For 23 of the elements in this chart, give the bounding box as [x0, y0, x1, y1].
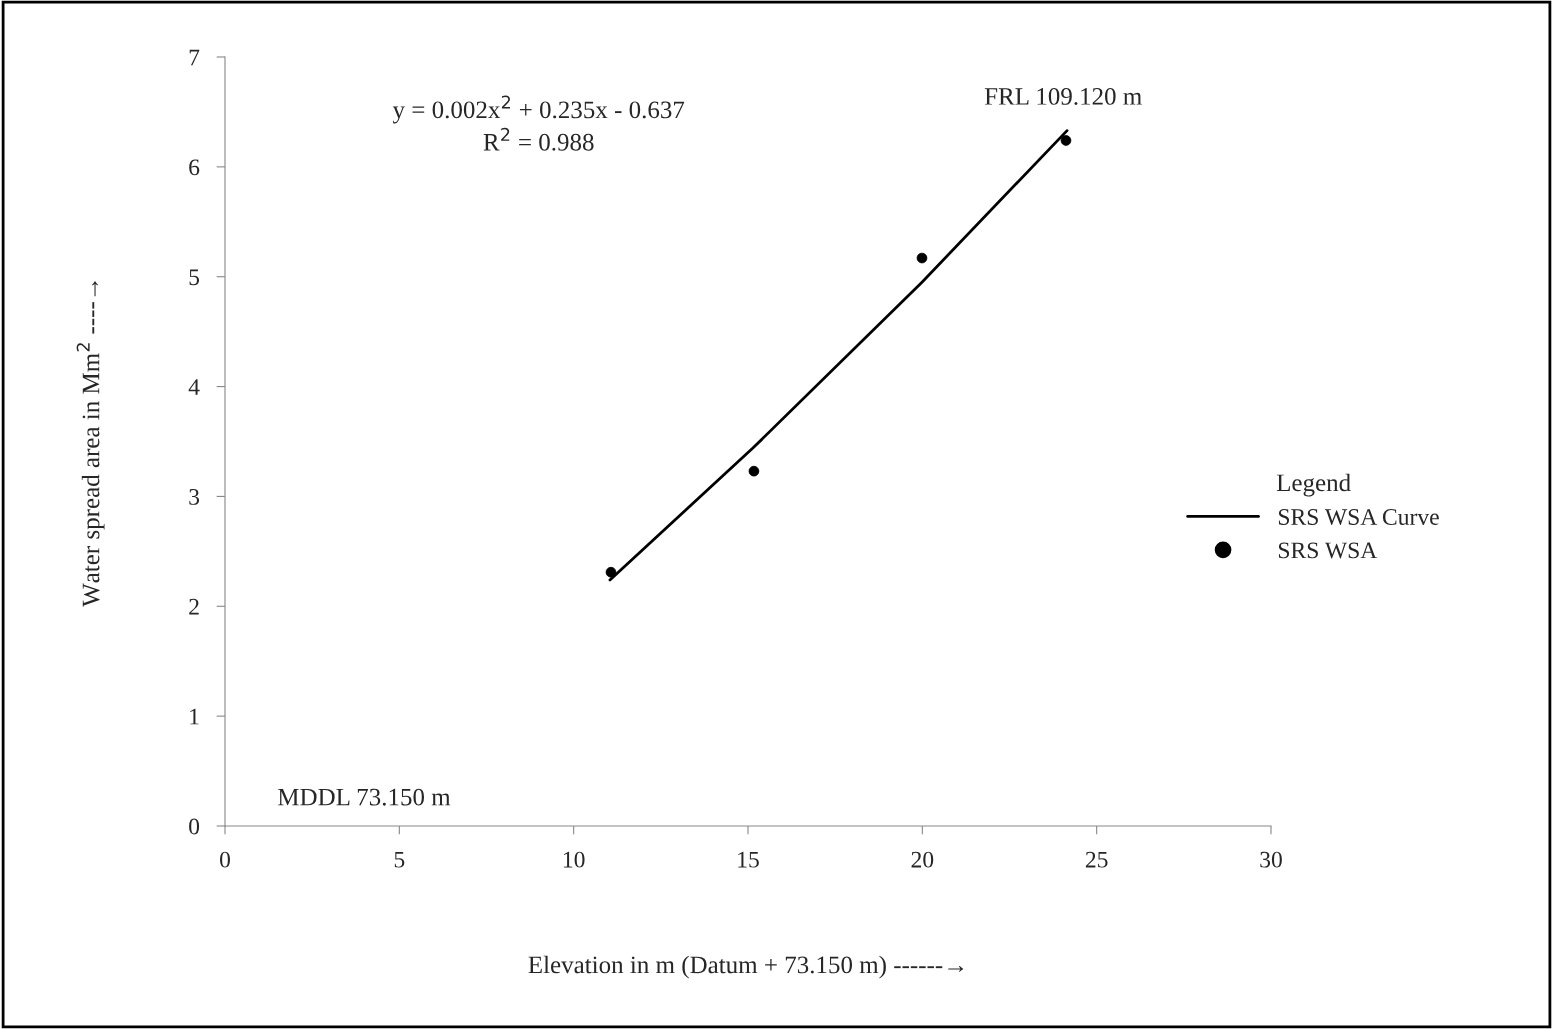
x-tick-label: 10	[563, 851, 585, 868]
y-tick-label: 6	[189, 159, 200, 176]
y-axis-title: Water spread area in Mm$^{2}$ ----→	[76, 281, 105, 607]
y-tick-label: 5	[189, 269, 200, 286]
y-tick-label: 1	[190, 708, 199, 725]
legend-title: Legend	[1276, 473, 1351, 497]
x-tick-label: 20	[911, 851, 934, 868]
annotation: FRL 109.120 m	[984, 87, 1142, 105]
x-tick-label: 30	[1260, 851, 1282, 868]
y-tick-label: 3	[189, 488, 200, 505]
x-tick-label: 25	[1085, 851, 1108, 868]
y-tick-label: 7	[189, 49, 200, 66]
annotation: y = 0.002x$^{2}$ + 0.235x - 0.637 R$^{2}$ = 0.988	[392, 95, 685, 151]
x-axis-title: Elevation in m (Datum + 73.150 m) ------→	[528, 955, 964, 979]
y-tick-label: 4	[188, 379, 200, 395]
x-tick-label: 15	[738, 851, 759, 868]
legend-label: SRS WSA Curve	[1278, 509, 1439, 526]
y-tick-label: 0	[189, 818, 200, 835]
y-tick-label: 2	[189, 598, 199, 615]
x-tick-label: 5	[394, 851, 405, 868]
x-tick-label: 0	[220, 851, 230, 868]
legend-label: SRS WSA	[1278, 542, 1378, 559]
annotation: MDDL 73.150 m	[278, 788, 451, 806]
